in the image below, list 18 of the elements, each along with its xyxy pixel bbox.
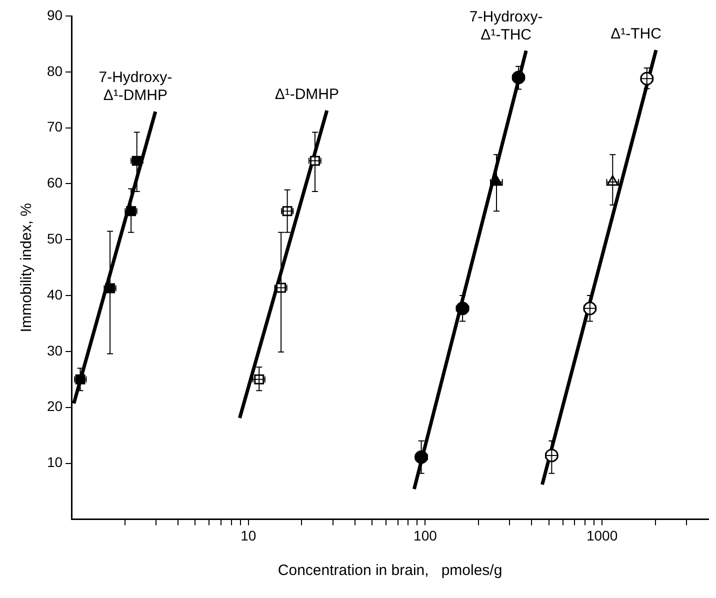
series-label: 7-Hydroxy-Δ¹-THC [469, 8, 543, 44]
y-tick-label: 40 [46, 286, 63, 302]
y-tick-label: 70 [46, 118, 63, 135]
y-tick-label: 30 [46, 342, 63, 358]
x-tick-label: 1000 [586, 527, 618, 544]
series-label: Δ¹-THC [610, 26, 662, 43]
series-label: 7-Hydroxy-Δ¹-DMHP [98, 69, 172, 104]
y-tick-label: 20 [46, 398, 63, 414]
y-axis-title: Immobility index, % [18, 202, 36, 332]
series-label: Δ¹-DMHP [274, 86, 340, 104]
x-tick-label: 10 [240, 527, 256, 544]
y-tick-label: 10 [46, 454, 63, 470]
y-tick-label: 60 [46, 174, 63, 191]
y-tick-label: 50 [46, 230, 63, 247]
x-tick-label: 100 [414, 527, 438, 544]
x-axis-title: Concentration in brain, pmoles/g [278, 562, 502, 580]
y-tick-label: 90 [46, 6, 63, 23]
y-tick-label: 80 [46, 62, 63, 79]
